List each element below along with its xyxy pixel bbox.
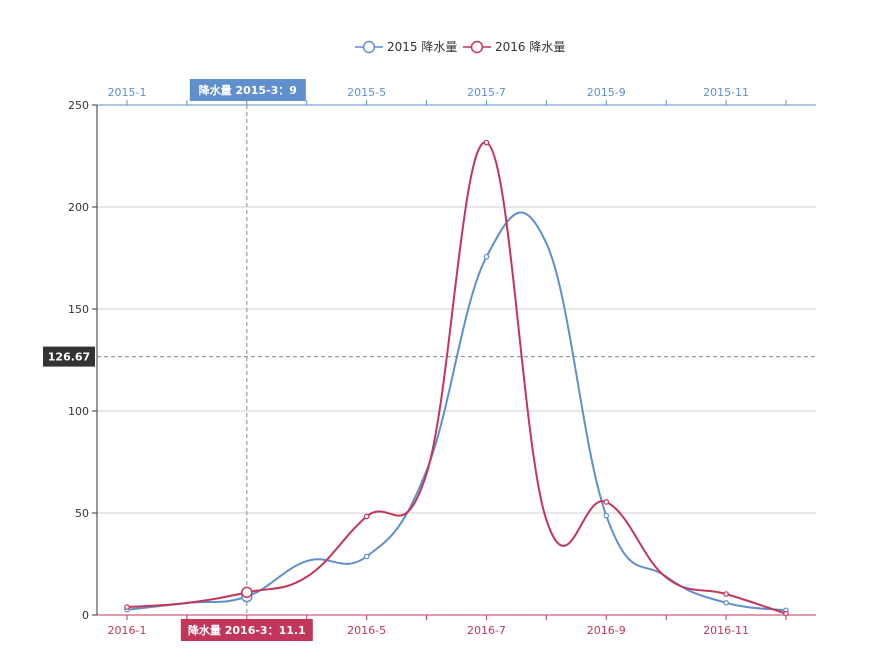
top-x-tick-label: 2015-5	[347, 86, 386, 99]
bottom-x-tick-label: 2016-7	[467, 624, 506, 637]
top-x-tick-label: 2015-7	[467, 86, 506, 99]
bottom-axis-pointer-label: 降水量 2016-3：11.1	[188, 623, 306, 637]
top-axis-pointer-bg	[189, 79, 306, 101]
top-axis-pointer-label: 降水量 2015-3：9	[199, 83, 297, 97]
y-tick-label: 50	[75, 507, 89, 520]
tooltips: 126.67 降水量 2015-3：9 降水量 2016-3：11.1	[43, 79, 313, 641]
y-tick-label: 100	[68, 405, 89, 418]
legend-marker-icon	[470, 40, 484, 54]
data-point-2015[interactable]	[363, 553, 370, 560]
data-point-2016[interactable]	[723, 591, 729, 597]
legend[interactable]: 2015 降水量 2016 降水量	[355, 40, 565, 54]
legend-label: 2015 降水量	[387, 40, 457, 54]
bottom-x-tick-label: 2016-9	[587, 624, 626, 637]
data-point-2016[interactable]	[363, 513, 370, 520]
series-group	[124, 139, 789, 617]
data-point-2016[interactable]	[124, 604, 130, 610]
series-line-2015	[126, 211, 787, 612]
legend-item-2015[interactable]: 2015 降水量	[355, 40, 457, 54]
legend-label: 2016 降水量	[495, 40, 565, 54]
y-tick-label: 0	[82, 609, 89, 622]
top-x-tick-label: 2015-1	[108, 86, 147, 99]
bottom-x-tick-label: 2016-11	[703, 624, 749, 637]
top-x-tick-label: 2015-11	[703, 86, 749, 99]
data-point-2016[interactable]	[783, 610, 789, 617]
y-tick-label: 150	[68, 303, 89, 316]
axes: 0501001502002502015-12015-32015-52015-72…	[68, 86, 816, 637]
y-tick-label: 200	[68, 201, 89, 214]
series-line-2016	[126, 141, 787, 615]
crosshair-value-label: 126.67	[48, 351, 90, 364]
legend-marker-icon	[362, 40, 376, 54]
data-point-2016[interactable]	[483, 139, 490, 146]
data-point-2015[interactable]	[603, 512, 610, 519]
bottom-x-tick-label: 2016-1	[108, 624, 147, 637]
data-point-2015[interactable]	[723, 599, 729, 606]
grid-lines	[97, 104, 816, 514]
y-tick-label: 250	[68, 99, 89, 112]
bottom-x-tick-label: 2016-5	[347, 624, 386, 637]
data-point-2016[interactable]	[241, 586, 253, 599]
data-point-2015[interactable]	[483, 253, 490, 260]
legend-item-2016[interactable]: 2016 降水量	[463, 40, 565, 54]
data-point-2016[interactable]	[603, 499, 610, 505]
bottom-axis-pointer-bg	[180, 619, 313, 641]
top-x-tick-label: 2015-9	[587, 86, 626, 99]
crosshair-value-label-bg	[43, 346, 95, 367]
